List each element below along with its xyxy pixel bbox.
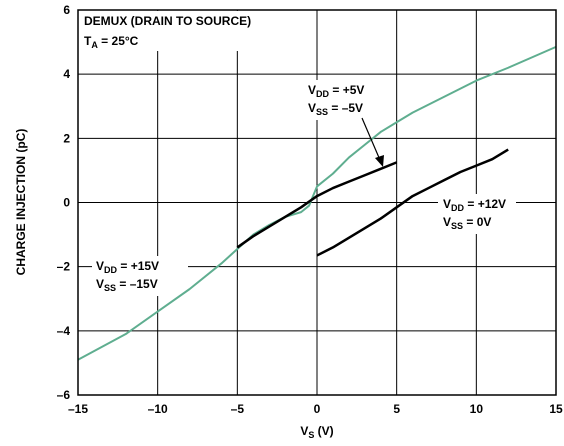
x-tick-label: –15: [68, 402, 88, 416]
text-rest: = 25°C: [98, 34, 139, 48]
text-rest: (V): [314, 424, 333, 438]
text-base: V: [443, 215, 451, 229]
text-base: V: [308, 101, 316, 115]
data-line: [236, 161, 398, 249]
annotation: VSS = –15V: [96, 277, 158, 293]
annotation: VDD = +12V: [443, 197, 506, 213]
y-tick-label: 4: [63, 67, 70, 81]
text-base: T: [84, 34, 92, 48]
annotation-background: [304, 80, 376, 120]
text-sub: DD: [104, 265, 117, 275]
annotation: VDD = +15V: [96, 259, 159, 275]
y-tick-label: 6: [63, 3, 70, 17]
arrow-head: [375, 155, 384, 167]
text-base: V: [300, 424, 308, 438]
text-sub: S: [308, 430, 314, 440]
text-sub: SS: [451, 221, 463, 231]
text-rest: = –5V: [328, 101, 363, 115]
annotation: VSS = 0V: [443, 215, 491, 231]
y-tick-label: –2: [57, 260, 71, 274]
y-axis-label: CHARGE INJECTION (pC): [14, 129, 28, 276]
text-sub: DD: [451, 203, 464, 213]
chart-subtitle: TA = 25°C: [84, 34, 139, 50]
text-rest: = +15V: [117, 259, 159, 273]
text-rest: = –15V: [116, 277, 158, 291]
text-rest: = +5V: [329, 83, 364, 97]
annotation: VSS = –5V: [308, 101, 363, 117]
text-rest: = 0V: [463, 215, 491, 229]
data-line: [77, 45, 557, 361]
text-sub: A: [91, 40, 98, 50]
x-tick-label: –5: [231, 402, 245, 416]
chart-title: DEMUX (DRAIN TO SOURCE): [84, 14, 251, 28]
y-tick-label: 0: [63, 196, 70, 210]
y-tick-label: –4: [57, 324, 71, 338]
title-background: [79, 11, 309, 51]
text-base: V: [308, 83, 316, 97]
data-line: [316, 148, 509, 257]
x-tick-label: 10: [470, 402, 484, 416]
text-base: V: [96, 277, 104, 291]
text-sub: SS: [316, 107, 328, 117]
x-axis-label: VS (V): [300, 424, 333, 440]
annotation-background: [92, 256, 188, 296]
annotation: VDD = +5V: [308, 83, 364, 99]
y-tick-label: –6: [57, 388, 71, 402]
annotation-arrow: [361, 117, 381, 161]
x-tick-label: –10: [148, 402, 168, 416]
text-rest: = +12V: [464, 197, 506, 211]
text-base: V: [96, 259, 104, 273]
plot-frame: [77, 9, 557, 396]
text-sub: SS: [104, 283, 116, 293]
x-tick-label: 0: [314, 402, 321, 416]
text-sub: DD: [316, 89, 329, 99]
y-tick-label: 2: [63, 131, 70, 145]
x-tick-label: 15: [549, 402, 563, 416]
x-tick-label: 5: [393, 402, 400, 416]
text-base: V: [443, 197, 451, 211]
annotation-background: [438, 194, 516, 234]
